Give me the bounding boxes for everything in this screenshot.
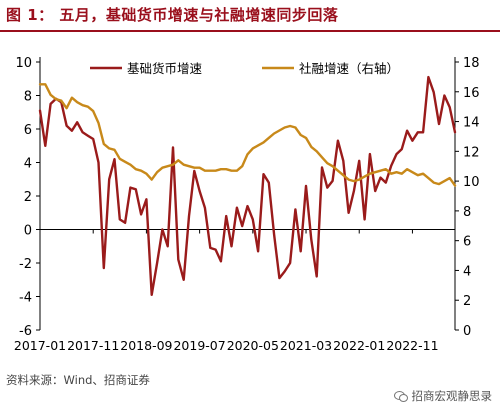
source-note: 资料来源：Wind、招商证券	[6, 373, 150, 387]
y-left-tick-label: 4	[24, 157, 32, 172]
x-tick-label: 2020-05	[227, 338, 279, 353]
wechat-icon	[393, 390, 408, 402]
y-right-tick-label: 6	[463, 235, 471, 250]
y-right-tick-label: 0	[463, 324, 471, 339]
x-tick-label: 2017-11	[67, 338, 119, 353]
y-right-tick-label: 16	[463, 86, 480, 101]
y-right-tick-label: 12	[463, 145, 480, 160]
chart-axes: -6 -4 -2 0 2 4 6 8 10 0 2 4 6 8 10 12 14 16 18 2017-01 2017-…	[14, 56, 480, 353]
watermark-text: 招商宏观静思录	[411, 389, 493, 403]
x-tick-label: 2022-11	[386, 338, 438, 353]
x-tick-label: 2022-01	[333, 338, 385, 353]
y-left-tick-label: -6	[19, 324, 32, 339]
x-tick-label: 2021-03	[280, 338, 332, 353]
figure-title: 图 1： 五月，基础货币增速与社融增速同步回落	[6, 6, 339, 24]
legend-label: 基础货币增速	[127, 61, 203, 76]
y-left-tick-label: 6	[24, 123, 32, 138]
y-left-tick-label: 8	[24, 90, 32, 105]
x-tick-label: 2018-09	[120, 338, 172, 353]
y-left-tick-label: 0	[24, 224, 32, 239]
legend-label: 社融增速（右轴）	[299, 61, 399, 76]
series-line-social-financing	[38, 83, 457, 187]
line-chart: -6 -4 -2 0 2 4 6 8 10 0 2 4 6 8 10 12 14 16 18 2017-01 2017-…	[14, 56, 480, 353]
x-tick-label: 2017-01	[14, 338, 66, 353]
y-right-tick-label: 14	[463, 116, 480, 131]
y-right-tick-label: 8	[463, 205, 471, 220]
y-right-tick-label: 18	[463, 56, 480, 71]
x-tick-label: 2019-07	[173, 338, 225, 353]
y-right-tick-label: 4	[463, 264, 471, 279]
watermark: 招商宏观静思录	[393, 388, 493, 404]
y-left-tick-label: 2	[24, 190, 32, 205]
y-left-tick-label: 10	[15, 56, 32, 71]
y-left-tick-label: -4	[19, 291, 32, 306]
title-divider	[0, 30, 500, 32]
chart-legend: 基础货币增速 社融增速（右轴）	[90, 61, 399, 76]
series-line-base-money	[38, 75, 457, 296]
y-right-tick-label: 2	[463, 294, 471, 309]
chart-lines	[38, 75, 457, 296]
y-right-tick-label: 10	[463, 175, 480, 190]
y-left-tick-label: -2	[19, 257, 32, 272]
